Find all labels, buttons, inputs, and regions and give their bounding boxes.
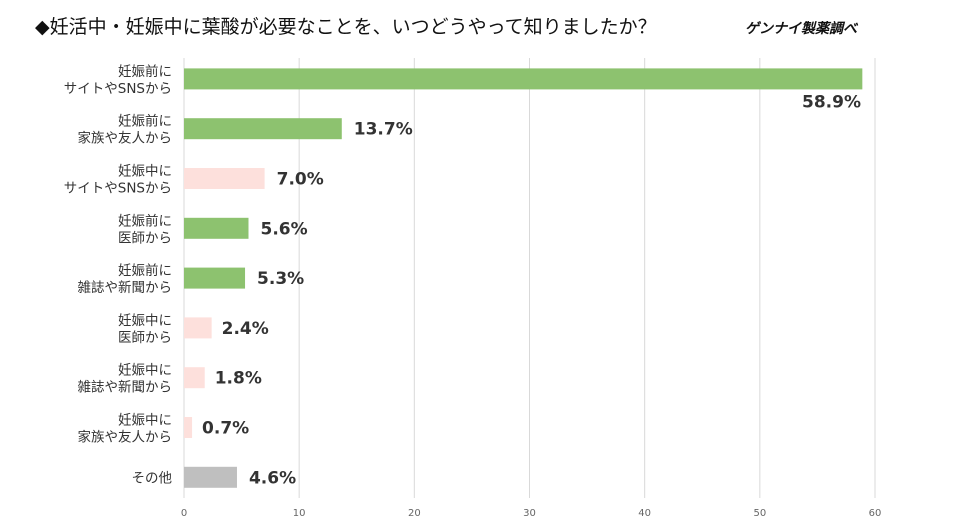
category-label: 家族や友人から <box>78 130 173 147</box>
data-label: 58.9% <box>802 92 861 112</box>
data-label: 4.6% <box>249 468 296 488</box>
category-label: 妊娠前に <box>118 113 172 130</box>
category-label: 妊娠中に <box>118 164 172 180</box>
chart-title: ◆妊活中・妊娠中に葉酸が必要なことを、いつどうやって知りましたか？ <box>35 16 657 38</box>
x-tick-label: 60 <box>869 508 882 519</box>
bar <box>184 168 265 189</box>
category-label: 妊娠中に <box>118 313 172 329</box>
category-label: サイトやSNSから <box>64 81 172 97</box>
bar <box>184 417 193 438</box>
data-label: 5.6% <box>260 219 307 239</box>
bar <box>184 118 342 140</box>
x-tick-label: 30 <box>523 508 536 519</box>
bar <box>184 367 205 389</box>
category-label: 妊娠中に <box>118 363 172 379</box>
bar <box>184 68 863 90</box>
x-tick-label: 0 <box>181 508 187 519</box>
category-label: 医師から <box>118 330 172 346</box>
category-label: 妊娠前に <box>118 262 172 279</box>
data-label: 2.4% <box>222 319 269 339</box>
x-tick-label: 10 <box>293 508 306 519</box>
bar <box>184 466 237 488</box>
category-label: その他 <box>132 470 173 486</box>
x-tick-label: 40 <box>638 508 651 519</box>
category-label: 妊娠中に <box>118 413 172 429</box>
category-label: 医師から <box>118 230 172 246</box>
category-label: 雑誌や新聞から <box>78 380 173 396</box>
data-label: 7.0% <box>277 170 324 190</box>
data-label: 0.7% <box>202 419 249 439</box>
bar <box>184 267 246 289</box>
category-label: 雑誌や新聞から <box>78 280 173 296</box>
category-label: 家族や友人から <box>78 429 173 446</box>
category-label: 妊娠前に <box>118 63 172 80</box>
x-tick-label: 20 <box>408 508 421 519</box>
bar <box>184 317 212 339</box>
category-label: 妊娠前に <box>118 212 172 229</box>
bar <box>184 217 249 239</box>
data-label: 1.8% <box>215 369 262 389</box>
category-label: サイトやSNSから <box>64 181 172 197</box>
data-label: 13.7% <box>354 120 413 140</box>
source-credit: ゲンナイ製薬調べ <box>745 21 857 37</box>
data-label: 5.3% <box>257 269 304 289</box>
x-tick-label: 50 <box>753 508 766 519</box>
